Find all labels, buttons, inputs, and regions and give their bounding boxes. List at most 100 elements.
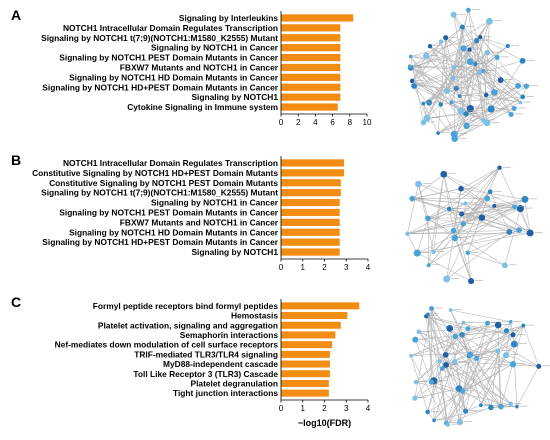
network-edge [483, 57, 498, 72]
network-edge [497, 324, 515, 345]
network-node [423, 52, 430, 59]
network-edge [490, 57, 498, 110]
network-node [484, 320, 491, 326]
network-edge [428, 199, 526, 266]
bar [281, 83, 341, 91]
network-edge [451, 49, 470, 103]
network-edge [524, 199, 531, 234]
network-edge [476, 40, 481, 73]
network-edge [469, 61, 523, 98]
network-edge [410, 355, 447, 424]
network-node [467, 47, 472, 52]
network-edge [440, 41, 454, 79]
network-edge [417, 252, 472, 282]
network-edge [480, 355, 507, 406]
x-tick-label: 3 [344, 404, 349, 413]
network-edge [483, 70, 495, 93]
network-edge [458, 388, 461, 423]
network-node [473, 61, 478, 67]
network-edge [427, 218, 506, 266]
category-label: Nef-mediates down modulation of cell sur… [55, 340, 279, 350]
network-edge [461, 334, 471, 355]
network-node [461, 320, 466, 325]
x-tick-label: 4 [366, 263, 371, 272]
network-graph-b [405, 165, 543, 285]
network-node [460, 221, 467, 227]
category-label: Platelet degranulation [191, 378, 279, 388]
bar [281, 103, 338, 111]
network-node [498, 403, 504, 410]
network-node [515, 404, 519, 409]
network-edge [443, 174, 472, 282]
network-edge [418, 183, 521, 209]
network-edge [490, 60, 523, 110]
network-graph-c [409, 305, 550, 427]
network-edge [412, 188, 462, 199]
network-edge [416, 218, 429, 254]
network-node [465, 250, 471, 256]
x-tick-label: 8 [348, 118, 353, 127]
network-edge [445, 354, 471, 366]
network-edge [454, 231, 510, 239]
network-edge [480, 36, 498, 58]
network-edge [443, 174, 531, 234]
x-tick-label: 4 [313, 118, 318, 127]
network-node [497, 165, 502, 170]
network-node [495, 348, 501, 354]
network-edge [412, 80, 461, 112]
network-edge [448, 208, 464, 225]
network-edge [433, 388, 460, 421]
network-node [457, 107, 465, 115]
network-node [501, 262, 508, 269]
network-node [412, 395, 418, 401]
network-edge [453, 66, 512, 115]
network-node [502, 352, 510, 359]
category-label: Signaling by NOTCH1 [191, 247, 278, 257]
network-edge [407, 233, 418, 254]
bar-chart-b: NOTCH1 Intracellular Domain Regulates Tr… [32, 156, 371, 272]
network-node [425, 215, 431, 222]
category-label: Constitutive Signaling by NOTCH1 HD+PEST… [32, 168, 278, 178]
network-node [446, 325, 454, 332]
network-edge [413, 85, 455, 139]
network-edge [426, 55, 457, 89]
network-node [440, 170, 448, 178]
network-node [423, 114, 431, 122]
network-node [458, 185, 464, 192]
network-edge [413, 61, 471, 87]
network-node [457, 94, 462, 98]
network-edge [447, 90, 521, 103]
network-node [508, 111, 514, 117]
network-edge [427, 354, 447, 412]
bar [281, 238, 340, 246]
network-node [487, 189, 493, 195]
network-edge [437, 108, 492, 134]
category-label: Signaling by NOTCH1 [191, 92, 278, 102]
bar [281, 73, 341, 81]
bar [281, 360, 330, 368]
network-edge [427, 218, 520, 231]
network-edge [466, 85, 527, 127]
network-node [413, 249, 421, 257]
network-node [421, 101, 426, 106]
bar [281, 34, 341, 42]
network-node [462, 408, 469, 414]
network-node [407, 64, 412, 69]
bar [281, 189, 341, 197]
category-label: Constitutive Signaling by NOTCH1 PEST Do… [49, 178, 278, 188]
network-node [463, 122, 470, 130]
network-edge [410, 56, 484, 72]
category-label: Signaling by NOTCH1 in Cancer [151, 198, 279, 208]
bar [281, 169, 345, 177]
network-node [520, 94, 526, 100]
network-node [488, 404, 494, 411]
network-node [437, 359, 442, 364]
network-edge [414, 57, 498, 87]
network-edge [445, 328, 450, 355]
network-node [412, 336, 419, 343]
network-edges [407, 167, 531, 282]
network-edge [460, 167, 500, 189]
network-node [516, 204, 525, 213]
x-tick-label: 2 [322, 404, 327, 413]
network-edge [427, 218, 429, 266]
